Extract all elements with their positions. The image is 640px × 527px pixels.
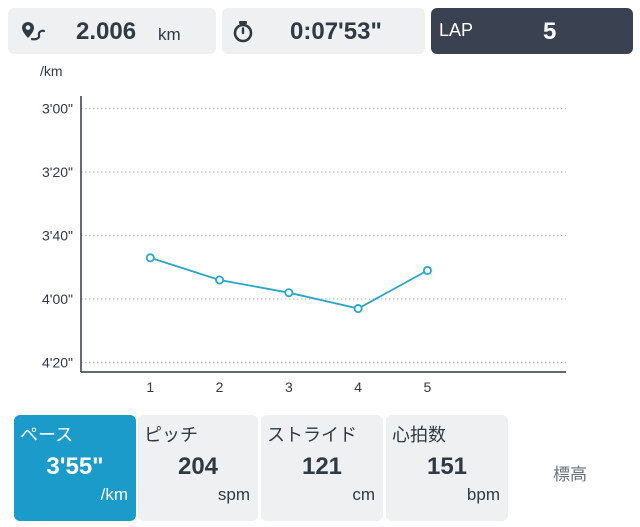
y-tick-label: 4'20": [42, 354, 73, 370]
x-tick-label: 2: [216, 379, 224, 395]
pitch-card-unit: spm: [217, 485, 250, 504]
x-tick-label: 4: [354, 379, 362, 395]
pace-data-point: [353, 304, 363, 314]
heart-rate-card-label: 心拍数: [392, 425, 446, 445]
pace-card-value: 3'55": [46, 453, 104, 480]
stride-card-value: 121: [301, 453, 343, 480]
x-tick-label: 1: [146, 379, 154, 395]
pitch-card-value: 204: [177, 453, 219, 480]
pace-data-point: [145, 253, 155, 263]
pace-data-point: [284, 288, 294, 298]
elevation-card-label: 標高: [553, 465, 587, 484]
x-tick-label: 3: [285, 379, 293, 395]
pace-chart: /km 3'00" 3'20" 3'40" 4'00" 4'20" 1 2 3 4 5: [0, 60, 640, 410]
lap-value: 5: [543, 18, 557, 45]
y-tick-label: 3'40": [42, 228, 73, 244]
pace-chart-svg: /km 3'00" 3'20" 3'40" 4'00" 4'20" 1 2 3 4 5: [40, 63, 566, 395]
pitch-card-label: ピッチ: [144, 425, 198, 445]
elapsed-time-value: 0:07'53": [290, 18, 382, 45]
stopwatch-icon: [233, 21, 253, 43]
time-stat: 0:07'53": [222, 8, 425, 54]
distance-unit: km: [158, 25, 181, 44]
distance-stat: 2.006 km: [8, 8, 216, 54]
heart-rate-card-unit: bpm: [466, 485, 500, 504]
lap-stat: LAP 5: [431, 8, 633, 54]
y-tick-label: 4'00": [42, 291, 73, 307]
pace-data-point: [422, 265, 432, 275]
heart-rate-card-value: 151: [426, 453, 468, 480]
pace-series-line: [150, 256, 428, 310]
lap-label: LAP: [439, 20, 474, 40]
y-tick-label: 3'00": [42, 101, 73, 117]
stride-card[interactable]: ストライド 121 cm: [261, 415, 383, 521]
pace-data-point: [215, 275, 225, 285]
pace-card-label: ペース: [20, 425, 74, 445]
pace-card-unit: /km: [100, 485, 128, 504]
x-tick-label: 5: [424, 379, 432, 395]
stride-card-label: ストライド: [267, 425, 357, 445]
y-axis-label: /km: [40, 63, 63, 79]
heart-rate-card[interactable]: 心拍数 151 bpm: [386, 415, 508, 521]
distance-value: 2.006: [76, 18, 137, 45]
y-tick-label: 3'20": [42, 164, 73, 180]
stride-card-unit: cm: [352, 485, 375, 504]
pitch-card[interactable]: ピッチ 204 spm: [138, 415, 258, 521]
pace-card[interactable]: ペース 3'55" /km: [14, 415, 136, 521]
route-pin-icon: [22, 22, 46, 41]
elevation-card[interactable]: 標高: [510, 415, 630, 521]
